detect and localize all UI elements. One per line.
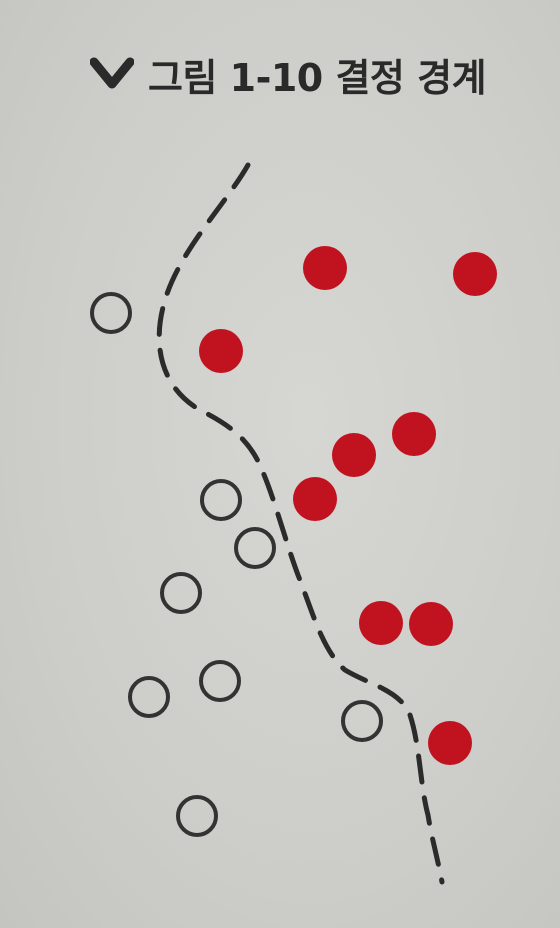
filled-point	[409, 602, 453, 646]
filled-point	[199, 329, 243, 373]
filled-point	[392, 412, 436, 456]
hollow-point	[236, 529, 274, 567]
filled-point	[332, 433, 376, 477]
hollow-points	[92, 294, 381, 835]
filled-point	[453, 252, 497, 296]
hollow-point	[202, 481, 240, 519]
decision-boundary-line	[159, 165, 442, 882]
hollow-point	[178, 797, 216, 835]
filled-point	[359, 601, 403, 645]
filled-point	[293, 477, 337, 521]
filled-point	[428, 721, 472, 765]
filled-point	[303, 246, 347, 290]
hollow-point	[92, 294, 130, 332]
hollow-point	[201, 662, 239, 700]
hollow-point	[130, 678, 168, 716]
filled-points	[199, 246, 497, 765]
hollow-point	[162, 574, 200, 612]
hollow-point	[343, 702, 381, 740]
